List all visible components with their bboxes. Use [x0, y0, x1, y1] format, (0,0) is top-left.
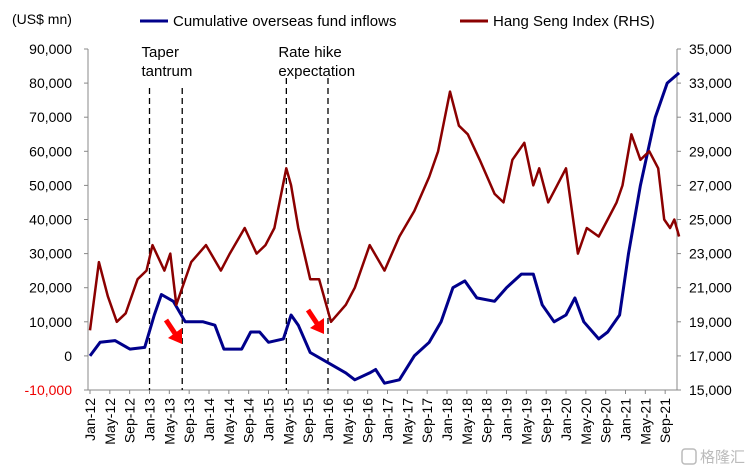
- x-tick-label: Sep-20: [598, 398, 614, 443]
- watermark-logo-icon: [681, 448, 697, 465]
- x-tick-label: Sep-13: [181, 398, 197, 443]
- x-tick-label: Jan-21: [618, 398, 634, 441]
- x-tick-label: Jan-18: [439, 398, 455, 441]
- right-tick-label: 19,000: [689, 314, 732, 330]
- x-tick-label: May-12: [102, 398, 118, 445]
- left-tick-label: 0: [64, 348, 72, 364]
- left-tick-label: 70,000: [29, 109, 72, 125]
- x-tick-label: Sep-21: [657, 398, 673, 443]
- x-tick-label: May-18: [459, 398, 475, 445]
- left-tick-label: 30,000: [29, 246, 72, 262]
- x-tick-label: Sep-16: [360, 398, 376, 443]
- legend-label: Cumulative overseas fund inflows: [173, 13, 396, 30]
- left-tick-label: 80,000: [29, 75, 72, 91]
- watermark: 格隆汇: [700, 449, 745, 466]
- fund-inflows-line: [88, 71, 681, 385]
- right-tick-label: 23,000: [689, 246, 732, 262]
- x-tick-label: May-17: [399, 398, 415, 445]
- left-tick-label: 60,000: [29, 143, 72, 159]
- red-arrow-icon: [163, 318, 182, 344]
- y-axis-title: (US$ mn): [12, 11, 72, 27]
- annotation-label: Rate hike: [278, 44, 341, 61]
- x-tick-label: May-16: [340, 398, 356, 445]
- x-tick-label: May-14: [221, 398, 237, 445]
- hang-seng-line: [88, 90, 681, 331]
- right-tick-label: 35,000: [689, 41, 732, 57]
- x-tick-label: Jan-17: [380, 398, 396, 441]
- annotation-label: tantrum: [142, 63, 193, 80]
- x-tick-label: Jan-12: [82, 398, 98, 441]
- right-tick-label: 21,000: [689, 280, 732, 296]
- x-tick-label: May-20: [578, 398, 594, 445]
- left-tick-label: -10,000: [25, 382, 73, 398]
- x-tick-label: Jan-20: [558, 398, 574, 441]
- right-tick-label: 17,000: [689, 348, 732, 364]
- left-tick-label: 90,000: [29, 41, 72, 57]
- x-tick-label: Jan-16: [320, 398, 336, 441]
- annotation-label: Taper: [142, 44, 180, 61]
- x-tick-label: Jan-19: [499, 398, 515, 441]
- x-tick-label: May-21: [637, 398, 653, 445]
- left-tick-label: 50,000: [29, 177, 72, 193]
- x-tick-label: Jan-14: [201, 398, 217, 441]
- x-tick-label: Sep-15: [300, 398, 316, 443]
- x-tick-label: May-19: [518, 398, 534, 445]
- x-tick-label: May-13: [161, 398, 177, 445]
- left-tick-label: 40,000: [29, 212, 72, 228]
- right-tick-label: 25,000: [689, 212, 732, 228]
- x-tick-label: Sep-12: [122, 398, 138, 443]
- right-tick-label: 27,000: [689, 177, 732, 193]
- x-tick-label: Sep-18: [479, 398, 495, 443]
- x-tick-label: Sep-19: [538, 398, 554, 443]
- right-tick-label: 33,000: [689, 75, 732, 91]
- x-tick-label: May-15: [280, 398, 296, 445]
- right-tick-label: 15,000: [689, 382, 732, 398]
- x-tick-label: Sep-14: [241, 398, 257, 443]
- annotation-label: expectation: [278, 63, 355, 80]
- red-arrow-icon: [305, 308, 324, 334]
- x-tick-label: Jan-13: [142, 398, 158, 441]
- legend-label: Hang Seng Index (RHS): [493, 13, 655, 30]
- right-tick-label: 29,000: [689, 143, 732, 159]
- left-tick-label: 10,000: [29, 314, 72, 330]
- right-tick-label: 31,000: [689, 109, 732, 125]
- left-tick-label: 20,000: [29, 280, 72, 296]
- x-tick-label: Jan-15: [261, 398, 277, 441]
- x-tick-label: Sep-17: [419, 398, 435, 443]
